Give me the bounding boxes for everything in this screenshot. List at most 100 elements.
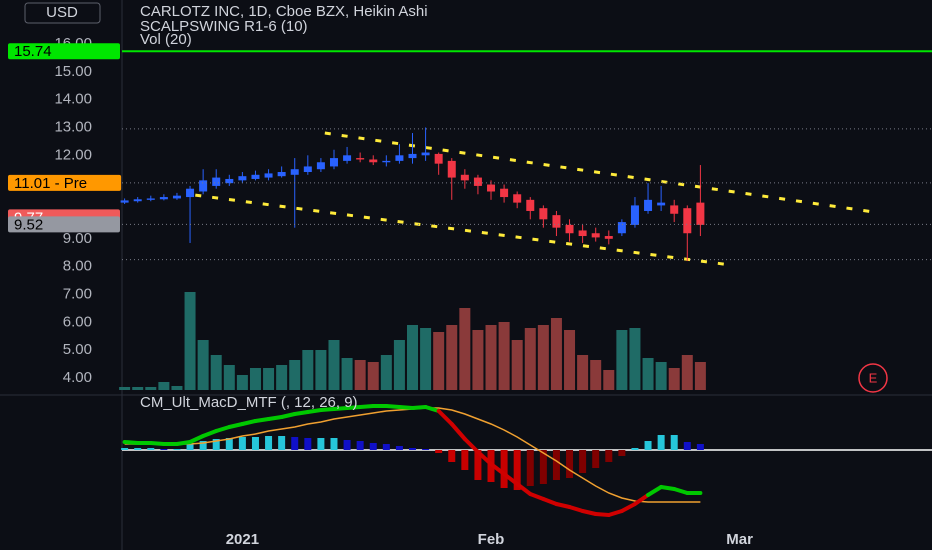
volume-bar xyxy=(642,358,654,390)
volume-bar xyxy=(210,355,222,390)
volume-bar xyxy=(315,350,327,390)
macd-line xyxy=(567,505,585,513)
macd-line xyxy=(528,492,546,501)
macd-line xyxy=(580,509,598,516)
volume-bar xyxy=(341,358,353,390)
price-label-box xyxy=(8,43,120,60)
volume-bar xyxy=(629,328,641,390)
volume-bar xyxy=(171,386,183,390)
macd-line xyxy=(619,502,637,513)
histogram-bar xyxy=(592,450,600,468)
volume-bar xyxy=(420,328,432,390)
earnings-label[interactable]: E xyxy=(869,370,878,385)
volume-bar xyxy=(197,340,209,390)
histogram-bar xyxy=(461,450,469,470)
currency[interactable]: USD xyxy=(46,4,78,21)
macd-line xyxy=(174,440,193,446)
macd-line xyxy=(659,485,677,491)
volume-bar xyxy=(263,368,275,390)
candle-body xyxy=(369,159,378,163)
y-tick-label: 5.00 xyxy=(63,341,92,358)
candle-body xyxy=(460,174,469,181)
histogram-bar xyxy=(369,443,377,450)
histogram-bar xyxy=(618,450,626,456)
candle-body xyxy=(356,158,365,160)
volume-bar xyxy=(694,362,706,390)
histogram-bar xyxy=(356,441,364,450)
volume-bar xyxy=(302,350,314,390)
volume-bar xyxy=(407,325,419,390)
volume-bar xyxy=(537,325,549,390)
histogram-bar xyxy=(696,444,704,450)
candle-body xyxy=(657,202,666,206)
macd-line xyxy=(436,409,454,426)
histogram-bar xyxy=(500,450,508,488)
histogram-bar xyxy=(304,438,312,450)
histogram-bar xyxy=(212,439,220,450)
macd-line xyxy=(449,422,467,441)
earnings-marker[interactable] xyxy=(858,363,888,393)
histogram-bar xyxy=(186,444,194,450)
macd-line xyxy=(240,419,258,426)
x-tick-label: Mar xyxy=(726,531,753,548)
volume-bar xyxy=(668,368,680,390)
macd-line xyxy=(554,502,572,509)
macd-line xyxy=(593,512,611,517)
macd-line xyxy=(318,407,336,412)
histogram-bar xyxy=(160,449,168,450)
y-tick-label: 12.00 xyxy=(54,146,92,163)
histogram-bar xyxy=(539,450,547,484)
macd-line xyxy=(201,429,219,438)
histogram-bar xyxy=(448,450,456,462)
histogram-bar xyxy=(265,436,273,450)
volume-bar xyxy=(289,360,301,390)
histogram-bar xyxy=(147,448,155,450)
y-tick-label: 4.00 xyxy=(63,369,92,386)
histogram-bar xyxy=(121,448,129,450)
histogram-bar xyxy=(579,450,587,473)
candle-body xyxy=(159,197,168,200)
volume-bar xyxy=(236,375,248,390)
histogram-bar xyxy=(225,438,233,450)
candle-body xyxy=(670,205,679,214)
candle-body xyxy=(172,195,181,199)
candle-body xyxy=(578,230,587,237)
candle-body xyxy=(513,194,522,203)
volume-bar xyxy=(446,325,458,390)
macd-line xyxy=(502,472,520,486)
macd-line xyxy=(188,434,206,444)
volume-bar xyxy=(367,362,379,390)
candle-body xyxy=(120,200,129,203)
y-tick-label: 15.00 xyxy=(54,63,92,80)
x-tick-label: 2021 xyxy=(226,531,259,548)
volume-bar xyxy=(590,360,602,390)
macd-line xyxy=(358,404,376,409)
candle-body xyxy=(487,184,496,192)
histogram-bar xyxy=(566,450,574,478)
macd-line xyxy=(646,485,664,497)
histogram-bar xyxy=(552,450,560,480)
plot-layer xyxy=(119,50,932,517)
volume-bar xyxy=(655,362,667,390)
currency-button[interactable] xyxy=(24,2,101,24)
candle-body xyxy=(329,158,338,167)
histogram-bar xyxy=(644,441,652,450)
volume-bar xyxy=(616,330,628,390)
histogram-bar xyxy=(605,450,613,462)
indicator-title: SCALPSWING R1-6 (10) xyxy=(140,18,308,35)
volume-bar xyxy=(380,355,392,390)
volume-bar xyxy=(511,340,523,390)
candle-body xyxy=(382,160,391,163)
price-label: 9.52 xyxy=(14,216,43,233)
macd-line xyxy=(292,410,310,416)
histogram-bar xyxy=(343,440,351,450)
candle-body xyxy=(238,176,247,181)
macd-line xyxy=(606,509,624,517)
candle-body xyxy=(408,153,417,159)
candle-body xyxy=(343,155,352,161)
histogram-bar xyxy=(409,448,417,450)
price-label-box xyxy=(8,174,122,191)
candle-body xyxy=(264,173,273,178)
